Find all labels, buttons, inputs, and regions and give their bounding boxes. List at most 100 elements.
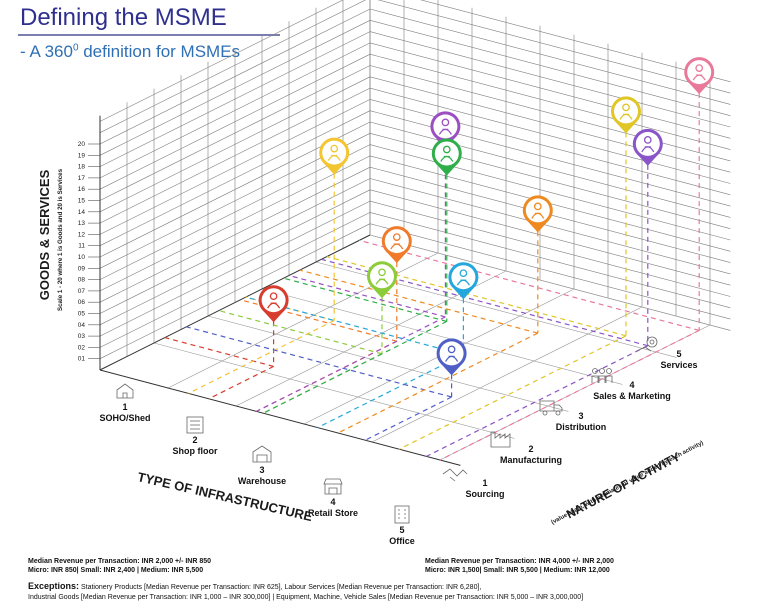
consultant-icon — [619, 103, 633, 120]
y-category-label: Sales & Marketing — [593, 391, 671, 401]
warehouse-icon — [252, 445, 272, 463]
handshake-icon — [442, 468, 468, 482]
computer-icon — [531, 202, 545, 219]
drop-lines — [164, 93, 700, 461]
z-tick-label: 12 — [78, 231, 86, 238]
drop-line-y — [359, 239, 700, 331]
z-tick-label: 05 — [78, 311, 86, 318]
chart-grid — [99, 0, 731, 466]
z-tick-label: 02 — [78, 344, 86, 351]
drop-line-y — [186, 326, 452, 398]
page-title: Defining the MSME — [20, 4, 227, 31]
y-category-number: 4 — [629, 380, 634, 390]
data-pin — [381, 226, 412, 264]
data-pin — [258, 285, 289, 323]
x-category-label: Warehouse — [238, 476, 286, 486]
x-category-number: 3 — [259, 465, 264, 475]
x-category-number: 1 — [122, 402, 127, 412]
y-category-number: 1 — [482, 478, 487, 488]
footer-left: Median Revenue per Transaction: INR 2,00… — [28, 558, 212, 574]
shop-floor-icon — [186, 416, 204, 434]
drop-line-x — [337, 332, 539, 434]
z-axis-note: Scale 1 - 20 where 1 is Goods and 20 is … — [57, 168, 64, 311]
y-category-label: Manufacturing — [500, 455, 562, 465]
doctor-icon — [692, 64, 706, 81]
shopkeeper-icon — [390, 233, 404, 250]
y-category-number: 5 — [676, 349, 681, 359]
page-subtitle: - A 3600 definition for MSMEs — [20, 42, 241, 61]
z-tick-label: 16 — [78, 186, 86, 193]
seller-icon — [445, 345, 459, 362]
drop-line-x — [262, 320, 448, 414]
z-tick-label: 01 — [78, 356, 86, 363]
z-tick-label: 03 — [78, 333, 86, 340]
drop-line-x — [317, 354, 464, 429]
truck-icon — [539, 400, 563, 416]
x-category-label: SOHO/Shed — [99, 413, 150, 423]
drop-line-y — [164, 337, 274, 367]
food-stall-icon — [438, 118, 452, 135]
x-category-number: 5 — [399, 525, 404, 535]
z-tick-label: 19 — [78, 152, 86, 159]
drop-line-y — [283, 277, 447, 322]
z-tick-label: 06 — [78, 299, 86, 306]
drop-line-y — [326, 256, 627, 337]
drop-line-y — [245, 296, 464, 356]
service-gears-icon — [636, 336, 658, 352]
z-tick-label: 17 — [78, 175, 86, 182]
y-category-label: Distribution — [556, 422, 607, 432]
y-category-number: 2 — [528, 444, 533, 454]
van-icon — [327, 144, 341, 161]
z-tick-label: 08 — [78, 277, 86, 284]
x-category-label: Retail Store — [308, 508, 358, 518]
exceptions-note: Exceptions: Stationery Products [Median … — [28, 581, 584, 601]
tools-icon — [267, 292, 281, 309]
data-pin — [522, 195, 553, 233]
drop-line-y — [218, 310, 383, 355]
drop-line-x — [364, 396, 452, 441]
house-icon — [116, 383, 134, 399]
z-tick-label: 14 — [78, 209, 86, 216]
z-tick-label: 20 — [78, 141, 86, 148]
y-axis-categories: 1Sourcing2Manufacturing3Distribution4Sal… — [442, 336, 698, 499]
drop-line-x — [256, 340, 398, 412]
factory-icon — [490, 431, 511, 448]
data-pin — [448, 262, 479, 300]
office-building-icon — [394, 505, 410, 524]
z-tick-label: 15 — [78, 198, 86, 205]
data-pin — [367, 261, 397, 299]
x-category-label: Shop floor — [173, 446, 218, 456]
drop-line-y — [299, 269, 538, 334]
z-tick-label: 18 — [78, 164, 86, 171]
data-pin — [684, 57, 715, 95]
professional-icon — [641, 136, 655, 153]
data-pin — [611, 96, 641, 134]
retail-store-icon — [323, 478, 343, 495]
y-category-label: Services — [660, 360, 697, 370]
people-group-icon — [591, 368, 613, 383]
title-divider — [18, 34, 280, 36]
retail-goods-icon — [375, 268, 389, 285]
data-pin — [431, 138, 462, 176]
lab-icon — [456, 269, 470, 286]
z-tick-label: 09 — [78, 265, 86, 272]
stock-icon — [440, 145, 454, 162]
z-tick-label: 07 — [78, 288, 86, 295]
x-category-number: 4 — [330, 497, 335, 507]
drop-line-x — [439, 329, 700, 461]
data-pin — [632, 128, 663, 166]
z-axis-ticks: 01 02 03 04 05 06 07 08 09 10 11 12 13 14 15 16 17 18 19 20 — [78, 141, 100, 363]
footer-right: Median Revenue per Transaction: INR 4,00… — [425, 558, 614, 574]
data-pin — [319, 137, 350, 175]
drop-line-x — [208, 365, 274, 400]
y-axis-note: (value chain, with estimates of value ad… — [550, 440, 704, 526]
